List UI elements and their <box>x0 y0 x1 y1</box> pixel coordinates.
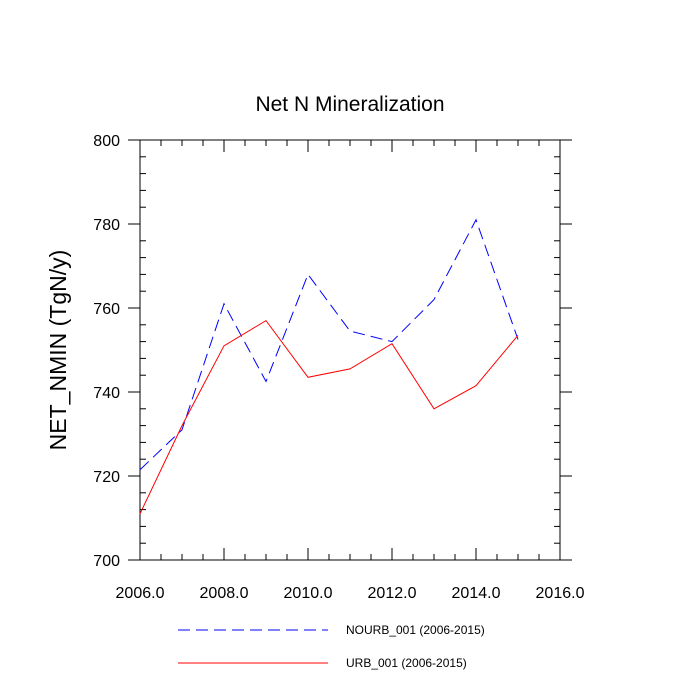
legend-item-urb: URB_001 (2006-2015) <box>178 656 467 670</box>
x-tick-label: 2016.0 <box>536 585 585 602</box>
y-tick-label: 760 <box>93 301 120 318</box>
y-tick-labels: 700 720 740 760 780 800 <box>93 133 120 570</box>
x-tick-label: 2014.0 <box>452 585 501 602</box>
series-lines <box>139 218 519 515</box>
x-tick-label: 2008.0 <box>200 585 249 602</box>
minor-ticks <box>140 140 560 560</box>
legend: NOURB_001 (2006-2015) URB_001 (2006-2015… <box>178 623 485 670</box>
legend-item-nourb: NOURB_001 (2006-2015) <box>178 623 485 637</box>
x-tick-label: 2010.0 <box>284 585 333 602</box>
legend-label-nourb: NOURB_001 (2006-2015) <box>346 623 485 637</box>
chart-title: Net N Mineralization <box>255 93 444 116</box>
x-tick-labels: 2006.0 2008.0 2010.0 2012.0 2014.0 2016.0 <box>116 585 585 602</box>
major-ticks <box>128 139 572 561</box>
y-tick-label: 800 <box>93 133 120 150</box>
y-tick-label: 720 <box>93 469 120 486</box>
y-tick-label: 780 <box>93 217 120 234</box>
y-tick-label: 740 <box>93 385 120 402</box>
x-tick-label: 2012.0 <box>368 585 417 602</box>
legend-label-urb: URB_001 (2006-2015) <box>346 656 467 670</box>
series-line-nourb <box>139 218 519 471</box>
plot-frame <box>139 139 561 561</box>
x-tick-label: 2006.0 <box>116 585 165 602</box>
y-tick-label: 700 <box>93 553 120 570</box>
series-line-urb <box>139 319 519 515</box>
y-axis-label: NET_NMIN (TgN/y) <box>45 250 71 451</box>
